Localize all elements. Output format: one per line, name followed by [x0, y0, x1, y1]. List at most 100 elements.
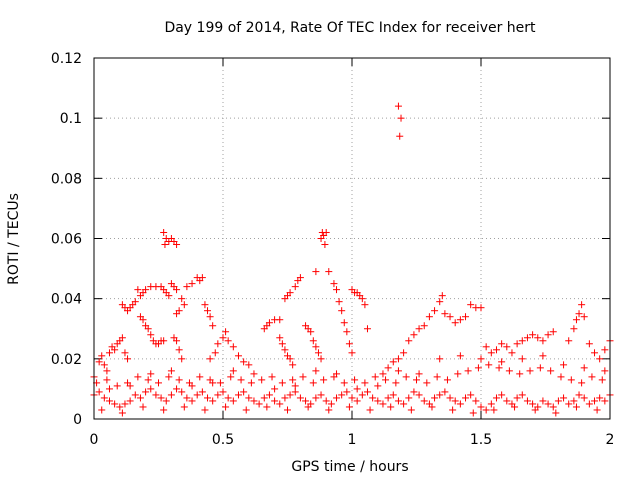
data-point: [516, 370, 524, 378]
data-point: [518, 391, 526, 399]
data-point: [113, 382, 121, 390]
data-point: [394, 102, 402, 110]
data-point: [201, 301, 209, 309]
data-point: [578, 379, 586, 387]
data-point: [309, 379, 317, 387]
data-point: [348, 394, 356, 402]
data-point: [144, 376, 152, 384]
data-point: [335, 298, 343, 306]
data-point: [441, 388, 449, 396]
data-point: [387, 403, 395, 411]
data-point: [211, 349, 219, 357]
data-point: [585, 400, 593, 408]
data-point: [173, 337, 181, 345]
data-point: [572, 316, 580, 324]
data-point: [286, 355, 294, 363]
data-point: [428, 403, 436, 411]
x-tick-label: 2: [606, 432, 615, 448]
data-point: [446, 394, 454, 402]
data-point: [474, 364, 482, 372]
data-point: [224, 337, 232, 345]
data-point: [245, 394, 253, 402]
data-point: [518, 355, 526, 363]
data-point: [601, 397, 609, 405]
data-point: [330, 280, 338, 288]
data-point: [131, 298, 139, 306]
data-point: [523, 334, 531, 342]
data-point: [296, 394, 304, 402]
data-point: [575, 391, 583, 399]
data-point: [312, 367, 320, 375]
data-point: [477, 304, 485, 312]
data-point: [596, 355, 604, 363]
data-point: [446, 313, 454, 321]
data-point: [157, 394, 165, 402]
data-point: [410, 331, 418, 339]
data-point: [462, 394, 470, 402]
data-point: [265, 319, 273, 327]
data-point: [291, 382, 299, 390]
data-point: [560, 394, 568, 402]
data-point: [325, 268, 333, 276]
data-point: [467, 301, 475, 309]
data-point: [111, 400, 119, 408]
data-point: [219, 334, 227, 342]
data-point: [477, 355, 485, 363]
data-point: [95, 388, 103, 396]
data-point: [593, 406, 601, 414]
data-point: [227, 373, 235, 381]
data-point: [508, 349, 516, 357]
data-point: [229, 343, 237, 351]
data-point: [374, 382, 382, 390]
data-point: [482, 406, 490, 414]
data-point: [456, 400, 464, 408]
data-point: [358, 295, 366, 303]
data-point: [410, 388, 418, 396]
data-point: [178, 388, 186, 396]
data-point: [560, 361, 568, 369]
data-point: [382, 376, 390, 384]
data-point: [214, 340, 222, 348]
data-point: [588, 373, 596, 381]
data-point: [580, 313, 588, 321]
data-point: [126, 397, 134, 405]
data-point: [95, 358, 103, 366]
data-point: [552, 409, 560, 417]
data-point: [389, 358, 397, 366]
data-point: [173, 310, 181, 318]
data-point: [394, 397, 402, 405]
data-point: [340, 319, 348, 327]
data-point: [400, 400, 408, 408]
data-point: [240, 388, 248, 396]
data-point: [139, 403, 147, 411]
data-point: [121, 349, 129, 357]
data-point: [405, 394, 413, 402]
data-point: [420, 322, 428, 330]
data-point: [503, 343, 511, 351]
data-point: [247, 379, 255, 387]
data-point: [513, 340, 521, 348]
data-point: [436, 298, 444, 306]
y-tick-label: 0.08: [51, 171, 82, 187]
y-tick-label: 0: [73, 412, 82, 428]
data-point: [415, 391, 423, 399]
data-point: [492, 394, 500, 402]
data-point: [482, 343, 490, 351]
data-point: [443, 376, 451, 384]
y-tick-label: 0.12: [51, 51, 82, 67]
data-point: [118, 409, 126, 417]
data-point: [547, 367, 555, 375]
data-point: [544, 400, 552, 408]
data-point: [572, 403, 580, 411]
data-point: [425, 313, 433, 321]
data-point: [369, 394, 377, 402]
data-point: [98, 352, 106, 360]
data-point: [134, 373, 142, 381]
data-point: [198, 388, 206, 396]
x-tick-label: 0.5: [212, 432, 234, 448]
data-point: [116, 403, 124, 411]
data-point: [136, 394, 144, 402]
data-point: [142, 388, 150, 396]
